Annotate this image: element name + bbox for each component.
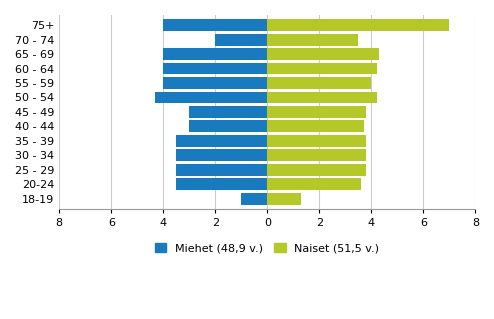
Bar xyxy=(267,149,366,161)
Bar xyxy=(242,193,267,205)
Bar xyxy=(176,135,267,147)
Bar xyxy=(215,34,267,46)
Bar xyxy=(267,164,366,176)
Bar xyxy=(267,63,376,74)
Bar xyxy=(267,178,361,190)
Bar xyxy=(267,34,358,46)
Bar xyxy=(267,77,371,89)
Bar xyxy=(189,121,267,132)
Bar xyxy=(164,48,267,60)
Bar xyxy=(164,77,267,89)
Bar xyxy=(164,63,267,74)
Bar xyxy=(176,178,267,190)
Bar xyxy=(189,106,267,118)
Bar xyxy=(176,149,267,161)
Legend: Miehet (48,9 v.), Naiset (51,5 v.): Miehet (48,9 v.), Naiset (51,5 v.) xyxy=(151,239,384,258)
Bar xyxy=(164,19,267,31)
Bar xyxy=(267,106,366,118)
Bar xyxy=(156,92,267,103)
Bar xyxy=(267,92,376,103)
Bar xyxy=(267,135,366,147)
Bar xyxy=(267,48,379,60)
Bar xyxy=(267,193,301,205)
Bar xyxy=(176,164,267,176)
Bar xyxy=(267,121,364,132)
Bar xyxy=(267,19,450,31)
